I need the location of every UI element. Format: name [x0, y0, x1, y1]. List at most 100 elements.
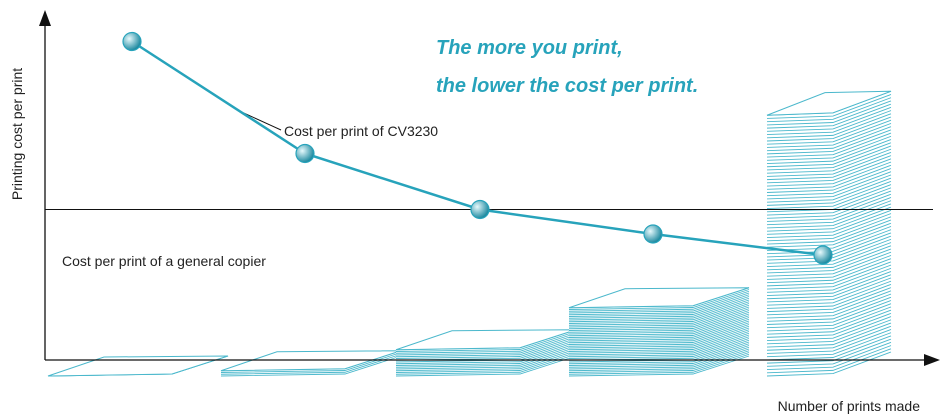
reference-line-label: Cost per print of a general copier	[62, 253, 266, 269]
paper-sheet-edge	[766, 306, 892, 332]
paper-sheet-edge	[568, 313, 750, 335]
paper-sheet-edge	[568, 301, 750, 323]
y-axis-arrow-icon	[39, 10, 51, 26]
paper-sheet-edge	[766, 271, 892, 296]
paper-sheet-edge	[395, 343, 577, 365]
paper-sheet-edge	[766, 116, 892, 142]
paper-sheet-edge	[395, 345, 577, 366]
paper-sheet-edge	[568, 327, 750, 349]
paper-sheet-edge	[568, 306, 750, 328]
paper-sheet-edge	[766, 203, 892, 229]
series-marker	[813, 245, 833, 265]
paper-stack-top	[766, 90, 892, 116]
paper-sheet-edge	[220, 355, 402, 377]
paper-sheet-edge	[568, 289, 750, 310]
paper-stack	[47, 355, 229, 377]
paper-sheet-edge	[766, 248, 892, 274]
paper-sheet-edge	[766, 106, 892, 132]
paper-sheet-edge	[766, 103, 892, 129]
paper-sheet-edge	[766, 123, 892, 148]
paper-sheet-edge	[568, 315, 750, 337]
paper-sheet-edge	[568, 331, 750, 352]
paper-sheet-edge	[766, 267, 892, 293]
series-marker	[295, 143, 315, 164]
paper-sheet-edge	[568, 325, 750, 347]
paper-sheet-edge	[766, 329, 892, 354]
paper-sheet-edge	[395, 334, 577, 356]
series-label: Cost per print of CV3230	[284, 123, 438, 139]
paper-sheet-edge	[766, 303, 892, 329]
paper-sheet-edge	[766, 296, 892, 322]
paper-sheet-edge	[766, 280, 892, 306]
paper-stack-top	[568, 287, 750, 309]
paper-sheet-edge	[568, 345, 750, 366]
paper-sheet-edge	[568, 296, 750, 317]
paper-sheet-edge	[395, 348, 577, 370]
paper-sheet-edge	[568, 329, 750, 351]
paper-sheet-edge	[766, 245, 892, 271]
paper-sheet-edge	[568, 299, 750, 321]
paper-sheet-edge	[766, 135, 892, 161]
x-axis-title: Number of prints made	[778, 398, 921, 414]
paper-sheet-edge	[395, 332, 577, 354]
series-line-cv3230	[131, 40, 824, 257]
paper-sheet-edge	[766, 319, 892, 345]
paper-sheet-edge	[766, 274, 892, 300]
x-axis-arrow-icon	[924, 354, 940, 366]
paper-sheet-edge	[766, 213, 892, 239]
paper-sheet-edge	[766, 258, 892, 284]
paper-sheet-edge	[766, 174, 892, 200]
paper-sheet-edge	[568, 338, 750, 359]
paper-sheet-edge	[766, 235, 892, 261]
paper-sheet-edge	[568, 304, 750, 326]
y-axis-title: Printing cost per print	[9, 68, 25, 200]
paper-sheet-edge	[568, 310, 750, 331]
paper-sheet-edge	[766, 335, 892, 361]
paper-sheet-edge	[395, 352, 577, 373]
paper-sheet-edge	[766, 209, 892, 235]
paper-sheet-edge	[766, 293, 892, 319]
paper-sheet-edge	[766, 316, 892, 342]
paper-sheet-edge	[766, 158, 892, 184]
paper-sheet-edge	[766, 161, 892, 187]
paper-sheet-edge	[766, 177, 892, 203]
paper-sheet-edge	[766, 200, 892, 226]
series-marker	[643, 224, 663, 244]
paper-sheet-edge	[766, 126, 892, 152]
paper-sheet-edge	[766, 351, 892, 377]
paper-sheet-edge	[766, 322, 892, 348]
paper-sheet-edge	[568, 318, 750, 340]
paper-sheet-edge	[766, 222, 892, 248]
paper-sheet-edge	[766, 312, 892, 338]
paper-sheet-edge	[766, 341, 892, 367]
paper-sheet-edge	[568, 324, 750, 345]
paper-sheet-edge	[568, 355, 750, 377]
paper-sheet-edge	[766, 232, 892, 258]
headline-line-1: The more you print,	[436, 37, 623, 59]
paper-sheet-edge	[568, 292, 750, 314]
paper-stack	[220, 350, 402, 377]
paper-sheet-edge	[766, 164, 892, 190]
paper-sheet-edge	[395, 355, 577, 377]
paper-sheet-edge	[568, 308, 750, 330]
paper-sheet-edge	[766, 229, 892, 255]
paper-sheet-edge	[766, 332, 892, 358]
paper-sheet-edge	[766, 287, 892, 313]
paper-sheet-edge	[395, 346, 577, 368]
paper-sheet-edge	[766, 238, 892, 264]
paper-sheet-edge	[568, 352, 750, 373]
paper-sheet-edge	[766, 110, 892, 136]
paper-sheet-edge	[766, 255, 892, 280]
paper-stack-top	[47, 355, 229, 377]
paper-sheet-edge	[766, 151, 892, 177]
paper-sheet-edge	[766, 197, 892, 222]
paper-sheet-edge	[395, 331, 577, 352]
paper-sheet-edge	[766, 113, 892, 139]
paper-sheet-edge	[766, 142, 892, 168]
paper-sheet-edge	[766, 171, 892, 197]
paper-sheet-edge	[766, 148, 892, 174]
paper-sheet-edge	[568, 346, 750, 368]
paper-sheet-edge	[568, 334, 750, 356]
